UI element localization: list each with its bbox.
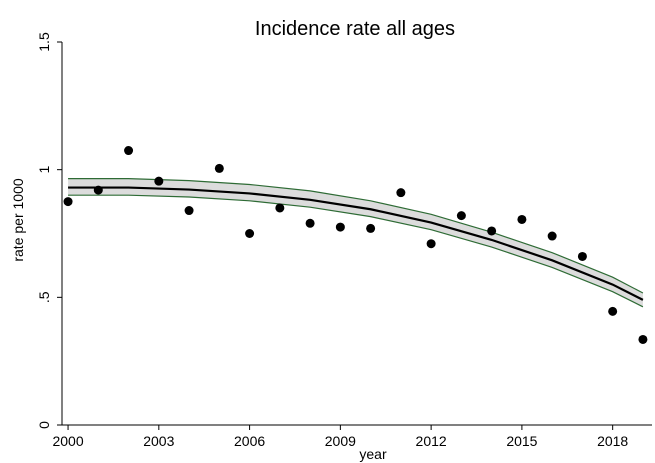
data-point [124, 146, 134, 156]
y-tick-label: .5 [36, 291, 52, 303]
x-tick-label: 2009 [325, 433, 356, 449]
confidence-band [68, 178, 643, 307]
y-tick-label: 0 [36, 421, 52, 429]
data-point [426, 239, 436, 249]
x-tick-label: 2015 [506, 433, 537, 449]
upper-bound-line [68, 178, 644, 294]
x-tick-label: 2003 [143, 433, 174, 449]
data-point [577, 251, 587, 261]
chart-title: Incidence rate all ages [255, 18, 455, 40]
data-point [154, 176, 164, 186]
x-tick-label: 2006 [234, 433, 265, 449]
data-points-layer [63, 146, 648, 344]
data-point [517, 214, 527, 224]
ticks-layer: 2000 2003 2006 2009 2012 2015 2018 0 .5 1 1.5 [36, 32, 628, 449]
axes-layer [61, 42, 652, 426]
x-axis-label: year [359, 446, 387, 462]
x-tick-label: 2012 [416, 433, 447, 449]
data-point [456, 211, 466, 221]
lower-bound-line [68, 194, 644, 308]
fitted-line [68, 186, 644, 301]
confidence-band-layer [68, 178, 644, 308]
data-point [335, 222, 345, 232]
data-point [366, 223, 376, 233]
y-tick-label: 1 [36, 166, 52, 174]
data-point [305, 218, 315, 228]
x-tick-label: 2018 [597, 433, 628, 449]
data-point [547, 231, 557, 241]
data-point [608, 306, 618, 316]
data-point [275, 203, 285, 213]
data-point [214, 163, 224, 173]
y-axis-label: rate per 1000 [10, 178, 26, 261]
fitted-line-layer [68, 186, 644, 301]
x-tick-label: 2000 [52, 433, 83, 449]
y-tick-label: 1.5 [36, 32, 52, 52]
data-point [245, 229, 255, 238]
data-point [184, 206, 194, 216]
data-point [638, 334, 648, 344]
data-point [63, 197, 73, 207]
data-point [93, 185, 103, 195]
data-point [396, 188, 406, 198]
data-point [487, 226, 497, 236]
